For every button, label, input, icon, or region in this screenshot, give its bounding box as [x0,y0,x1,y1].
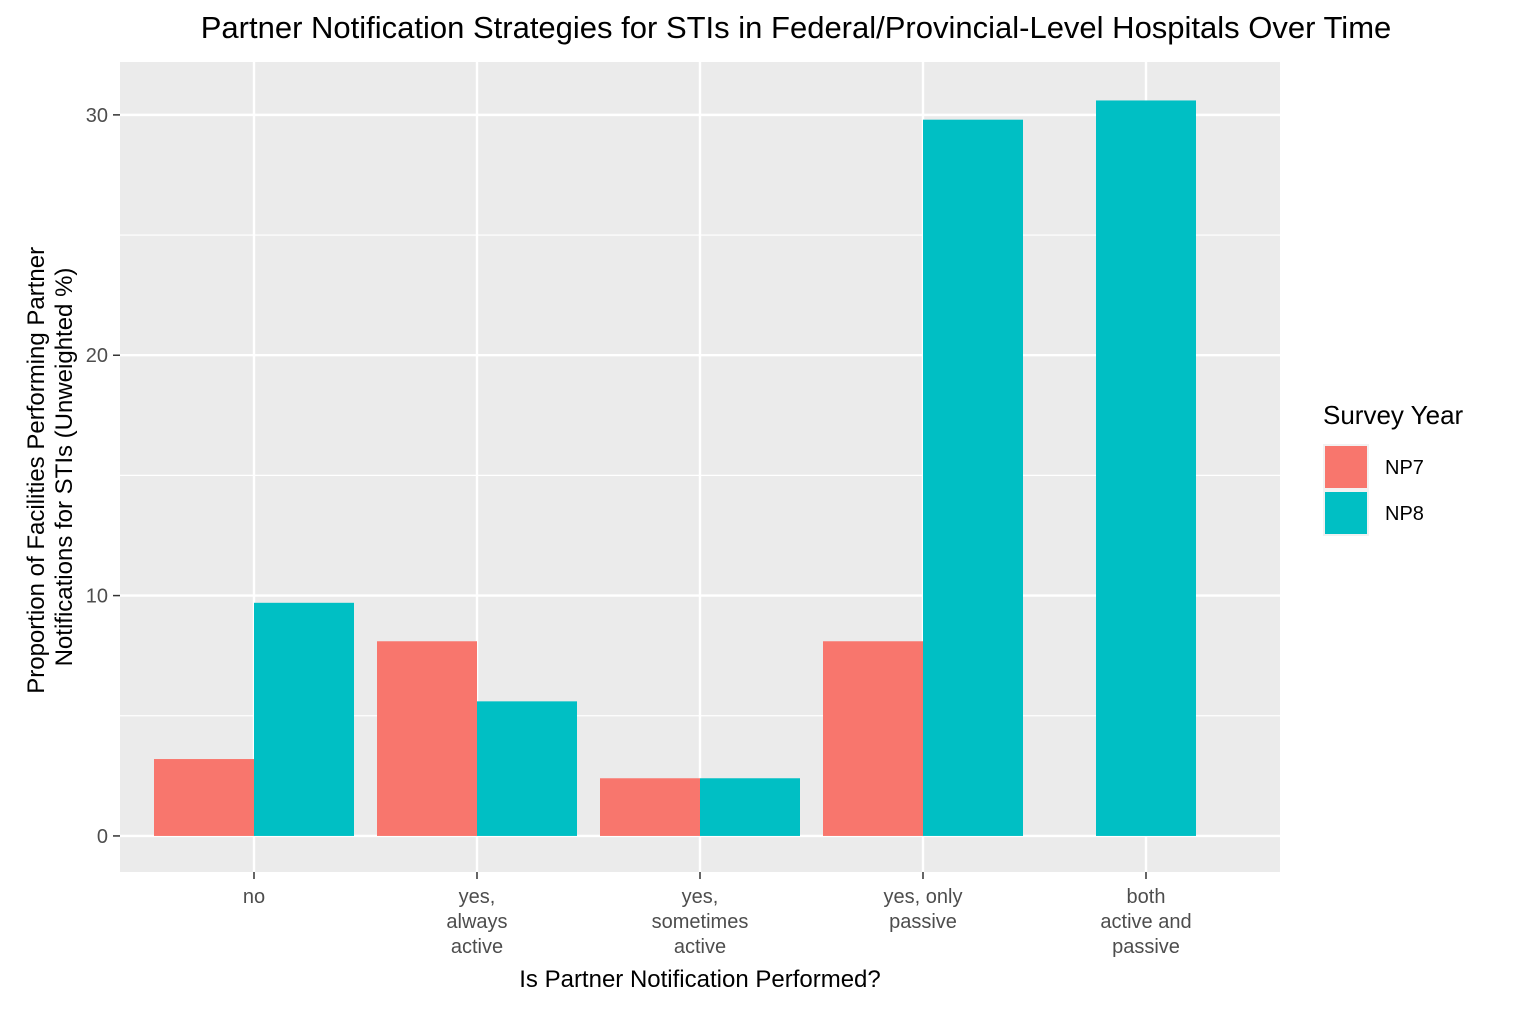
bar-np7-2 [600,778,700,836]
bar-np8-4 [1096,100,1196,836]
x-tick-label-line: active [674,936,726,958]
x-tick-label-line: always [446,911,507,933]
y-axis-label-line-2: Notifications for STIs (Unweighted %) [51,268,78,667]
x-tick-label-line: yes, [459,886,496,908]
x-axis-label: Is Partner Notification Performed? [519,966,881,993]
x-tick-label-line: active [451,936,503,958]
x-tick-label-line: no [243,886,265,908]
legend-swatch-np7 [1325,446,1367,488]
bar-np7-0 [154,759,254,836]
bar-np7-3 [823,641,923,836]
legend-items: NP7 NP8 [1323,444,1424,536]
legend: Survey Year NP7 NP8 [1323,400,1464,536]
bar-np8-0 [254,602,354,836]
x-tick-label-line: passive [1112,936,1180,958]
y-axis-label-line-1: Proportion of Facilities Performing Part… [23,247,50,694]
bar-np7-1 [377,641,477,836]
x-tick-label-line: both [1127,886,1166,908]
x-tick-label: both active and passive [1100,886,1191,958]
x-tick-label-line: passive [889,911,957,933]
y-axis-label: Proportion of Facilities Performing Part… [23,240,78,694]
bars [154,100,1196,836]
x-tick-label: yes, sometimes active [652,886,749,958]
x-tick-label: yes, only passive [884,886,963,933]
bar-np8-2 [700,778,800,836]
bar-np8-1 [477,701,577,836]
bar-np8-3 [923,119,1023,836]
y-tick-label: 0 [97,826,108,848]
legend-swatch-np8 [1325,492,1367,534]
legend-label-np8: NP8 [1385,503,1424,525]
y-axis: 0 10 20 30 [86,105,120,848]
x-tick-label-line: yes, [682,886,719,908]
y-tick-label: 20 [86,345,108,367]
y-tick-label: 10 [86,586,108,608]
chart-title: Partner Notification Strategies for STIs… [201,10,1392,45]
x-tick-label-line: sometimes [652,911,749,933]
x-tick-label-line: yes, only [884,886,963,908]
x-tick-label-line: active and [1100,911,1191,933]
legend-label-np7: NP7 [1385,457,1424,479]
y-tick-label: 30 [86,105,108,127]
legend-title: Survey Year [1323,400,1464,430]
x-tick-label: yes, always active [446,886,507,958]
x-tick-label: no [243,886,265,908]
